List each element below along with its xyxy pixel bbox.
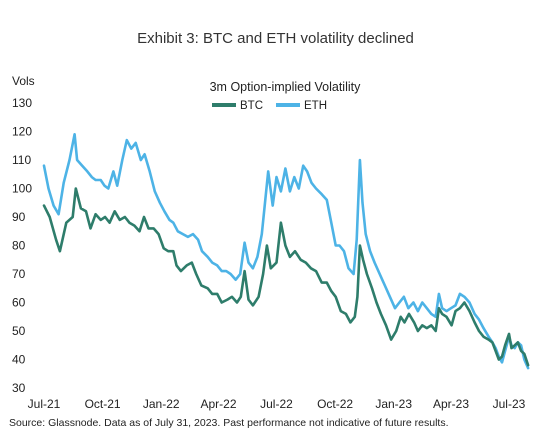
- y-tick-label: 70: [12, 267, 26, 281]
- exhibit-title: Exhibit 3: BTC and ETH volatility declin…: [137, 30, 414, 47]
- y-tick-label: 120: [12, 125, 32, 139]
- legend-label-eth: ETH: [304, 100, 327, 112]
- y-axis-ticks: 30 40 50 60 70 80 90 100 110 120 130: [12, 96, 32, 395]
- y-tick-label: 40: [12, 353, 26, 367]
- y-axis-unit-label: Vols: [12, 74, 35, 88]
- x-tick-label: Oct-22: [317, 397, 353, 411]
- x-tick-label: Jul-23: [493, 397, 526, 411]
- y-tick-label: 90: [12, 210, 26, 224]
- y-tick-label: 130: [12, 96, 32, 110]
- y-tick-label: 30: [12, 381, 26, 395]
- y-tick-label: 100: [12, 182, 32, 196]
- x-tick-label: Jul-21: [28, 397, 61, 411]
- chart-title: 3m Option-implied Volatility: [210, 80, 362, 94]
- x-axis-ticks: Jul-21 Oct-21 Jan-22 Apr-22 Jul-22 Oct-22 Jan-…: [28, 397, 526, 411]
- x-tick-label: Jan-23: [375, 397, 412, 411]
- y-tick-label: 110: [12, 153, 31, 167]
- y-tick-label: 50: [12, 324, 26, 338]
- series-lines: [42, 133, 530, 370]
- y-tick-label: 60: [12, 296, 26, 310]
- x-tick-label: Oct-21: [85, 397, 121, 411]
- legend-label-btc: BTC: [240, 100, 263, 112]
- source-note: Source: Glassnode. Data as of July 31, 2…: [9, 417, 449, 429]
- y-tick-label: 80: [12, 239, 26, 253]
- x-tick-label: Jul-22: [260, 397, 293, 411]
- series-line-btc: [42, 187, 530, 367]
- series-line-eth: [42, 133, 530, 370]
- x-tick-label: Apr-23: [433, 397, 469, 411]
- x-tick-label: Apr-22: [201, 397, 237, 411]
- legend: BTC ETH: [212, 100, 327, 112]
- x-tick-label: Jan-22: [143, 397, 180, 411]
